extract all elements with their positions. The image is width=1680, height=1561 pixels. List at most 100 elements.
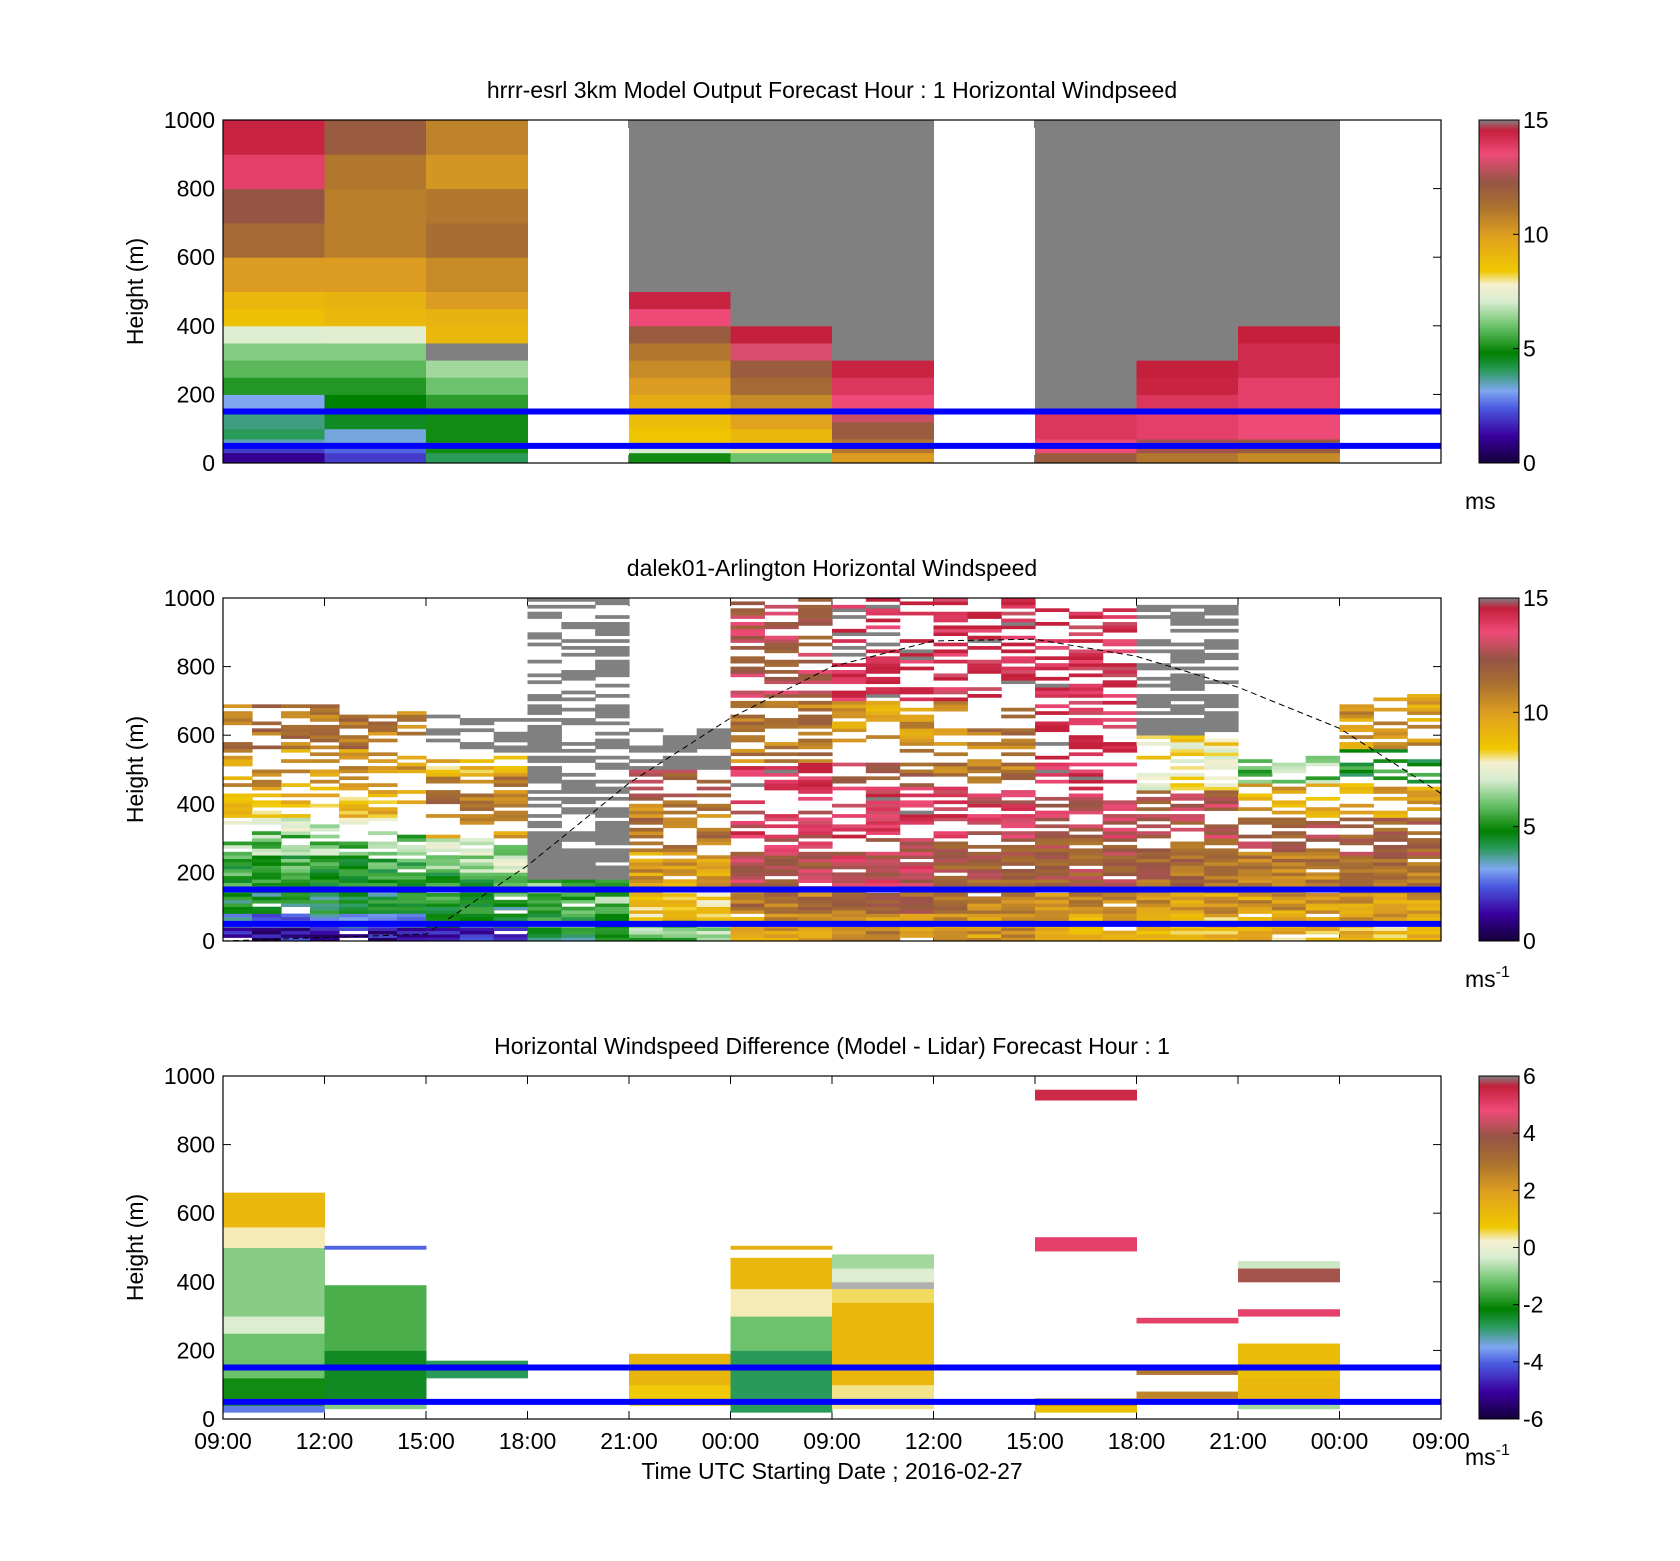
lidar-bin [368,759,398,763]
lidar-bin [493,906,529,911]
lidar-bin [1373,896,1408,901]
lidar-bin [1068,776,1104,781]
lidar-bin [1407,697,1442,702]
lidar-bin [865,910,901,914]
lidar-bin [629,745,664,750]
lidar-bin [459,910,495,914]
lidar-bin [310,916,340,921]
lidar-bin [662,793,698,798]
lidar-bin [730,868,765,873]
lidar-bin [1407,796,1442,801]
lidar-bin [1001,937,1036,942]
lidar-bin [933,851,968,856]
lidar-bin [527,598,562,602]
lidar-bin [764,817,799,822]
lidar-bin [730,714,765,719]
lidar-bin [1204,796,1239,801]
lidar-bin [696,803,732,808]
lidar-bin [223,858,253,863]
lidar-bin [662,930,698,935]
lidar-bin [1035,862,1070,866]
lidar-bin [252,721,282,726]
lidar-bin [223,913,253,918]
lidar-bin [1305,879,1341,883]
lidar-bin [865,659,901,664]
lidar-bin [764,635,799,640]
model-cell [832,394,934,413]
lidar-bin [223,855,253,859]
lidar-bin [339,910,369,914]
lidar-bin [967,745,1002,750]
lidar-bin [339,817,369,822]
lidar-bin [933,892,968,897]
lidar-bin [1339,714,1374,719]
lidar-bin [832,803,867,808]
lidar-bin [933,632,968,637]
colorbar-tick-label: 2 [1523,1177,1536,1203]
lidar-bin [899,769,935,774]
lidar-bin [1102,838,1138,842]
model-cell [832,421,934,440]
lidar-bin [1102,700,1138,705]
lidar-bin [1271,896,1307,901]
lidar-bin [493,913,529,918]
lidar-bin [1170,872,1205,877]
lidar-bin [310,868,340,873]
lidar-bin [967,875,1002,880]
lidar-bin [368,858,398,863]
colorbar-tick-label: 6 [1523,1063,1536,1089]
lidar-bin [561,625,596,630]
lidar-bin [730,855,765,859]
lidar-bin [368,769,398,774]
lidar-bin [1102,858,1138,863]
lidar-bin [933,752,968,757]
lidar-bin [1035,704,1070,709]
lidar-bin [493,796,529,801]
lidar-bin [1001,604,1036,609]
lidar-bin [798,724,833,729]
lidar-bin [1068,910,1104,914]
lidar-bin [1305,810,1341,815]
lidar-bin [368,721,398,726]
model-cell [1136,452,1239,464]
lidar-bin [764,694,799,698]
lidar-bin [310,731,340,736]
lidar-bin [252,831,282,835]
lidar-bin [696,814,732,818]
lidar-bin [493,803,529,808]
lidar-bin [1339,855,1374,859]
lidar-bin [281,793,311,798]
lidar-bin [662,858,698,863]
model-cell [426,291,528,310]
lidar-bin [1102,694,1138,698]
lidar-bin [426,913,461,918]
lidar-bin [933,611,968,616]
lidar-bin [1035,838,1070,842]
lidar-bin [662,910,698,914]
lidar-bin [1305,875,1341,880]
lidar-bin [459,772,495,777]
lidar-bin [1170,913,1205,918]
lidar-bin [223,896,253,901]
lidar-bin [1339,858,1374,863]
lidar-bin [933,913,968,918]
lidar-bin [1339,735,1374,739]
lidar-bin [764,848,799,853]
lidar-bin [798,817,833,822]
lidar-bin [561,673,596,678]
lidar-bin [1204,711,1239,715]
lidar-bin [281,868,311,873]
lidar-bin [832,827,867,832]
lidar-bin [1035,769,1070,774]
lidar-bin [459,759,495,763]
lidar-bin [967,858,1002,863]
lidar-bin [967,742,1002,746]
lidar-bin [696,934,732,938]
lidar-bin [310,769,340,774]
lidar-bin [899,862,935,866]
model-cell [426,257,528,292]
lidar-bin [764,882,799,887]
lidar-bin [1035,868,1070,873]
model-cell [324,360,427,378]
lidar-bin [1068,745,1104,750]
